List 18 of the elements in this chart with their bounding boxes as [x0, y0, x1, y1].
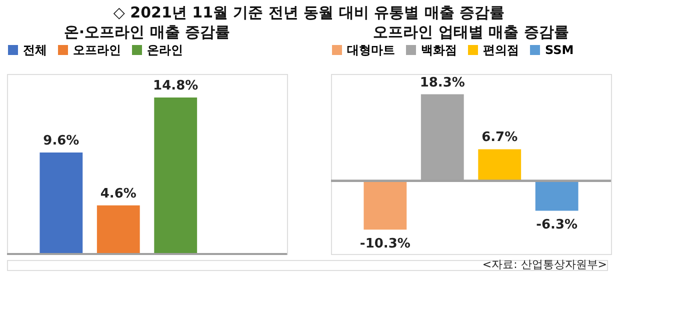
legend-label: 대형마트 [347, 43, 395, 57]
legend-label: 오프라인 [73, 43, 121, 57]
text: ◇ 2021년 11월 기준 전년 동월 대비 유통별 매출 증감률 [113, 4, 505, 22]
legend-label: 백화점 [421, 43, 457, 57]
legend-label: 편의점 [483, 43, 519, 57]
chart-title: 온·오프라인 매출 증감률 [64, 23, 230, 41]
data-label: 14.8% [153, 78, 198, 94]
legend-label: 전체 [23, 43, 47, 57]
data-label: -6.3% [536, 218, 578, 233]
data-label: 4.6% [100, 186, 136, 202]
legend-label: SSM [545, 43, 574, 57]
text: <자료: 산업통상자원부> [482, 258, 607, 271]
data-label: 9.6% [43, 133, 80, 148]
data-label: 6.7% [482, 130, 518, 146]
data-label: 18.3% [420, 75, 465, 90]
data-label: -10.3% [360, 236, 410, 252]
chart-title: 오프라인 업태별 매출 증감률 [373, 23, 569, 41]
legend-label: 온라인 [147, 43, 183, 57]
